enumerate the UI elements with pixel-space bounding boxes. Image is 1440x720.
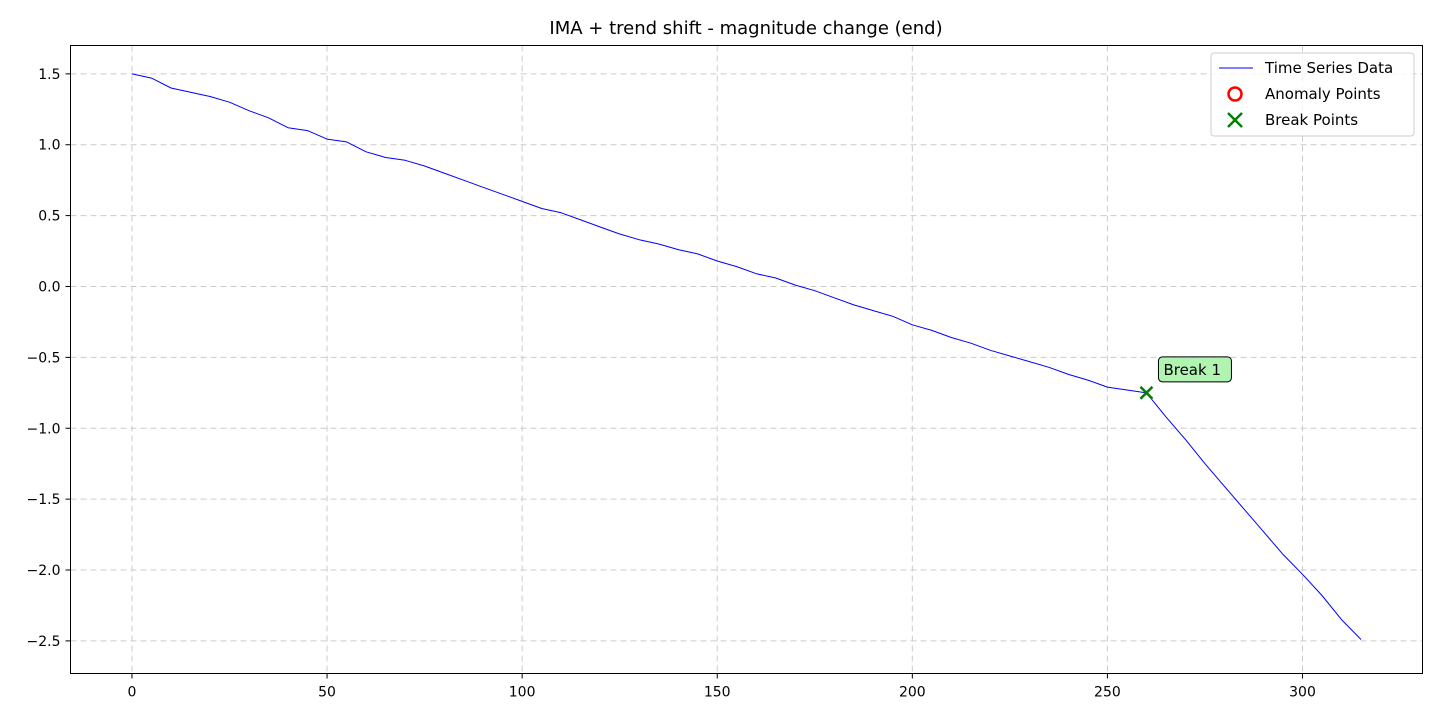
x-tick-label: 50 bbox=[318, 685, 336, 701]
x-tick-label: 100 bbox=[509, 685, 536, 701]
y-tick-label: −1.5 bbox=[27, 492, 61, 508]
series-layer bbox=[131, 73, 1362, 640]
annotation-box bbox=[1157, 356, 1232, 383]
chart-title: IMA + trend shift - magnitude change (en… bbox=[549, 18, 942, 39]
y-tick-label: 0.5 bbox=[38, 209, 60, 225]
y-tick-label: −2.0 bbox=[27, 563, 61, 579]
annotation: Break 1 bbox=[1157, 356, 1232, 383]
annotation-label: Break 1 bbox=[1163, 361, 1221, 379]
legend-label: Break Points bbox=[1265, 111, 1358, 129]
x-tick-label: 250 bbox=[1094, 685, 1121, 701]
x-tick-label: 200 bbox=[899, 685, 926, 701]
markers-layer: Break 1 bbox=[1139, 356, 1232, 400]
y-tick-label: 1.0 bbox=[38, 138, 60, 154]
legend-label: Anomaly Points bbox=[1265, 85, 1381, 103]
legend-label: Time Series Data bbox=[1264, 59, 1393, 77]
plot-frame bbox=[70, 45, 1423, 674]
x-tick-label: 150 bbox=[704, 685, 731, 701]
legend-box bbox=[1210, 52, 1415, 137]
series-line bbox=[131, 73, 1362, 640]
legend-circle-swatch bbox=[1227, 86, 1243, 102]
y-tick-label: 0.0 bbox=[38, 279, 60, 295]
y-tick-label: −2.5 bbox=[27, 634, 61, 650]
grid bbox=[70, 45, 1423, 674]
break-point bbox=[1139, 385, 1154, 400]
break-point-stroke bbox=[1139, 385, 1154, 400]
y-tick-label: −0.5 bbox=[27, 350, 61, 366]
y-tick-label: −1.0 bbox=[27, 421, 61, 437]
axis-ticks: 0 50 100 150 200 250 300 1.5 1.0 0.5 0.0 −0.5 −1.0 −1… bbox=[27, 67, 1316, 701]
legend-x-swatch bbox=[1227, 112, 1243, 128]
x-tick-label: 0 bbox=[127, 685, 136, 701]
x-tick-label: 300 bbox=[1289, 685, 1316, 701]
legend: Time Series Data Anomaly Points Break Poin… bbox=[1210, 52, 1415, 137]
y-tick-label: 1.5 bbox=[38, 67, 60, 83]
